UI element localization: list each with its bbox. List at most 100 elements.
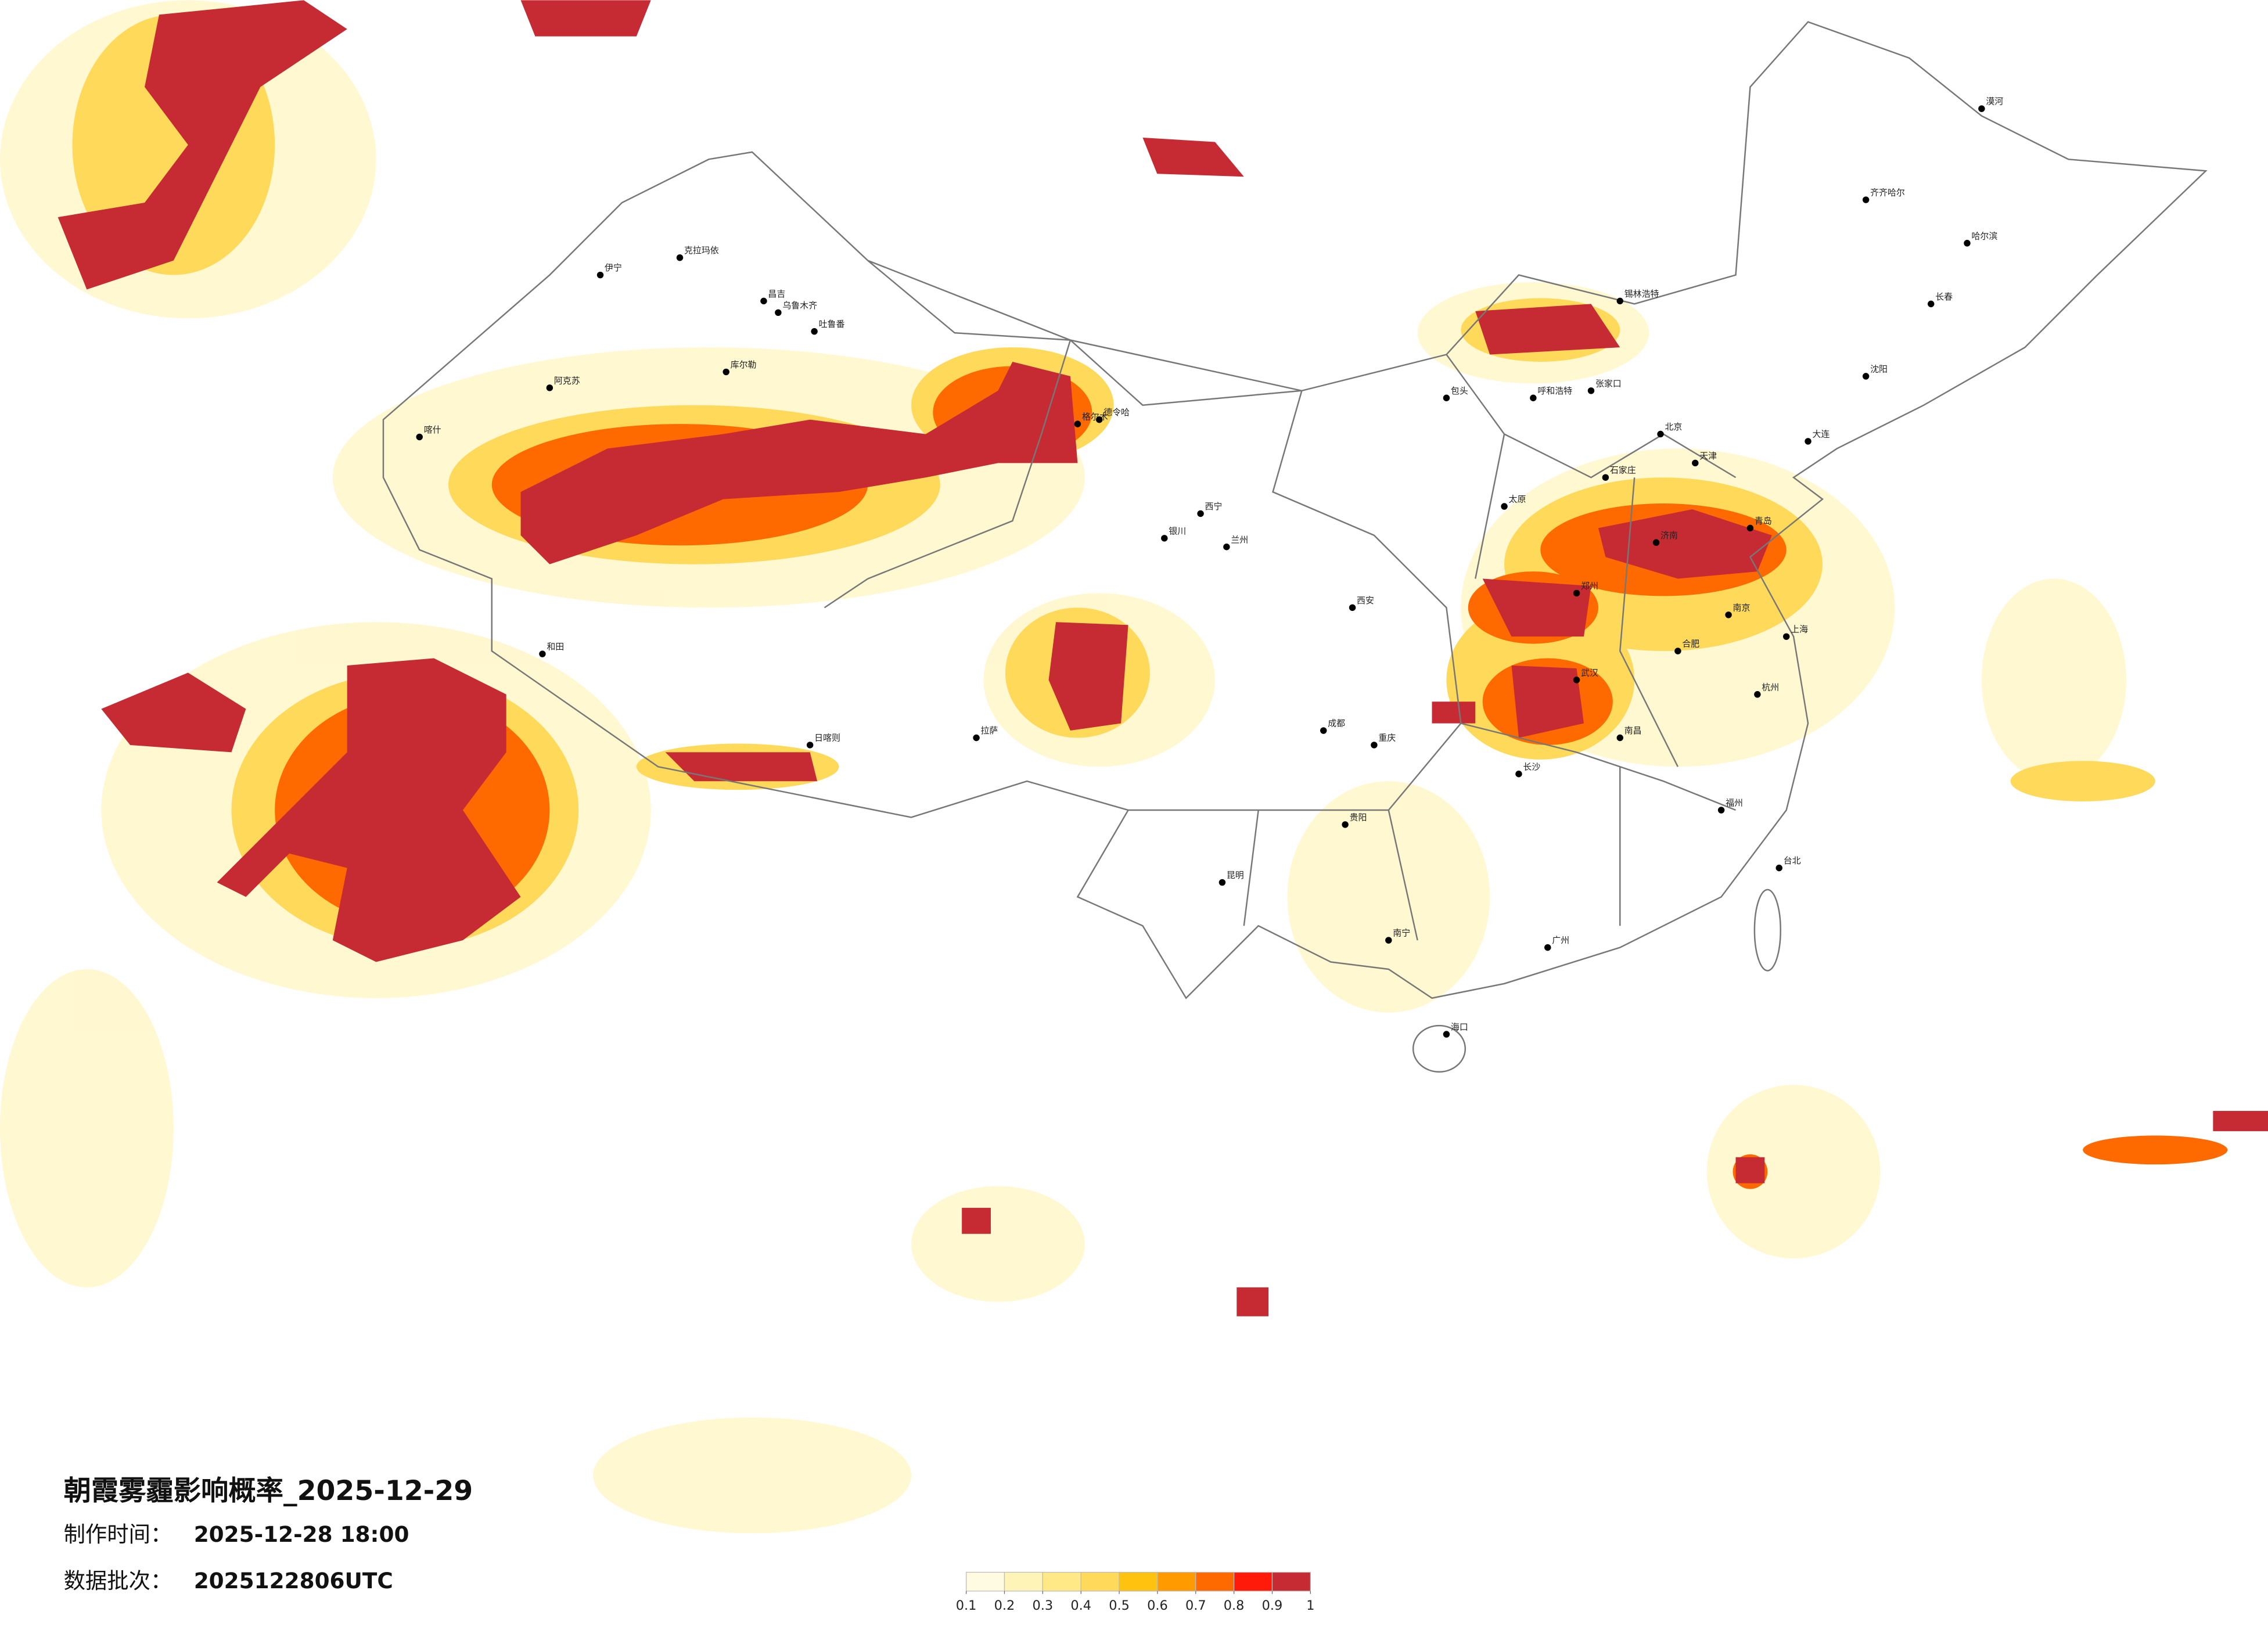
city-label: 南宁 <box>1393 928 1410 938</box>
legend-swatch <box>1080 1571 1120 1592</box>
city-label: 合肥 <box>1682 639 1699 649</box>
city-dot <box>806 742 814 749</box>
city-dot <box>1443 394 1450 401</box>
city-label: 包头 <box>1451 386 1468 396</box>
city-dot <box>1717 807 1725 814</box>
city-dot <box>1573 677 1580 684</box>
city-dot <box>596 271 604 279</box>
batch-label: 数据批次： <box>64 1568 172 1593</box>
city-label: 福州 <box>1726 798 1743 808</box>
city-label: 青岛 <box>1755 516 1772 526</box>
legend-tick-label: 0.6 <box>1147 1598 1168 1613</box>
city-label: 沈阳 <box>1870 364 1888 374</box>
city-dot <box>1371 742 1378 749</box>
city-dot <box>1197 510 1204 517</box>
city-dot <box>1692 459 1699 467</box>
city-dot <box>1544 944 1551 951</box>
city-label: 成都 <box>1328 718 1345 729</box>
city-dot <box>1501 503 1508 510</box>
city-dot <box>1074 420 1081 427</box>
city-dot <box>1223 544 1230 551</box>
city-label: 伊宁 <box>605 262 622 273</box>
city-label: 喀什 <box>424 425 441 435</box>
city-dot <box>1342 821 1349 828</box>
city-label: 南昌 <box>1624 725 1642 736</box>
legend-swatch <box>1233 1571 1273 1592</box>
city-dot <box>1349 604 1356 611</box>
city-label: 重庆 <box>1378 732 1396 743</box>
city-dot <box>1573 589 1580 597</box>
city-dot <box>1862 196 1870 203</box>
city-dot <box>1161 535 1168 542</box>
city-label: 阿克苏 <box>554 375 580 386</box>
city-dot <box>546 384 553 391</box>
city-dot <box>723 368 729 376</box>
legend-tick-label: 0.1 <box>956 1598 977 1613</box>
city-dot <box>1928 300 1935 308</box>
city-dot <box>1652 539 1660 546</box>
city-label: 西宁 <box>1205 501 1223 512</box>
city-label: 杭州 <box>1762 682 1779 692</box>
city-dot <box>1616 297 1624 305</box>
city-label: 长沙 <box>1523 761 1540 772</box>
city-dot <box>973 734 980 742</box>
city-label: 呼和浩特 <box>1537 386 1572 396</box>
city-label: 拉萨 <box>981 725 998 736</box>
city-dot <box>811 328 818 335</box>
legend-tick-label: 0.3 <box>1033 1598 1054 1613</box>
city-label: 天津 <box>1699 451 1717 461</box>
city-dot <box>1096 416 1103 423</box>
city-label: 日喀则 <box>814 732 840 743</box>
haze-field <box>0 0 2268 1534</box>
city-dot <box>1805 438 1811 445</box>
city-dot <box>1782 633 1790 640</box>
city-label: 长春 <box>1935 292 1953 302</box>
legend-tick-label: 0.7 <box>1185 1598 1206 1613</box>
legend-swatch <box>1119 1571 1158 1592</box>
batch: 2025122806UTC <box>194 1568 393 1593</box>
city-label: 兰州 <box>1231 534 1248 545</box>
legend-tick-label: 1 <box>1306 1598 1314 1613</box>
legend-tick-label: 0.5 <box>1109 1598 1130 1613</box>
legend-tick-label: 0.4 <box>1070 1598 1091 1613</box>
city-label: 漠河 <box>1986 96 2003 107</box>
city-label: 大连 <box>1813 429 1830 439</box>
city-dot <box>1385 937 1392 944</box>
city-dot <box>760 297 767 305</box>
city-dot <box>1443 1031 1450 1038</box>
legend-swatch <box>1042 1571 1081 1592</box>
legend: 0.1 0.2 0.3 0.4 0.5 0.6 0.7 0.8 0.9 1 <box>956 1571 1314 1613</box>
city-dot <box>539 650 546 657</box>
city-label: 德令哈 <box>1104 407 1130 418</box>
city-label: 南京 <box>1733 602 1751 613</box>
legend-tick-label: 0.2 <box>994 1598 1015 1613</box>
city-label: 海口 <box>1451 1022 1468 1033</box>
title: 朝霞雾霾影响概率_2025-12-29 <box>64 1475 473 1507</box>
city-dot <box>676 254 684 261</box>
city-label: 库尔勒 <box>731 359 757 370</box>
city-dot <box>1862 373 1870 380</box>
city-label: 武汉 <box>1581 667 1598 678</box>
city-dot <box>1978 105 1985 112</box>
city-dot <box>1602 474 1609 481</box>
city-label: 齐齐哈尔 <box>1870 188 1905 198</box>
city-label: 石家庄 <box>1610 465 1636 476</box>
city-label: 太原 <box>1509 494 1526 505</box>
city-label: 北京 <box>1665 422 1682 432</box>
city-dot <box>1674 647 1681 654</box>
city-dot <box>775 309 782 316</box>
city-label: 贵阳 <box>1350 812 1367 822</box>
legend-swatch <box>1271 1571 1311 1592</box>
legend-swatch <box>1195 1571 1235 1592</box>
city-label: 广州 <box>1552 935 1569 945</box>
city-label: 张家口 <box>1595 378 1622 388</box>
city-label: 吐鲁番 <box>819 319 845 329</box>
city-dot <box>1320 727 1327 734</box>
city-label: 台北 <box>1784 855 1801 866</box>
boundaries <box>382 21 2208 1073</box>
city-dot <box>1515 771 1522 778</box>
legend-swatch <box>1157 1571 1196 1592</box>
cities: 伊宁克拉玛依昌吉乌鲁木齐吐鲁番库尔勒阿克苏喀什和田格尔木德令哈西宁兰州银川呼和浩… <box>416 96 2003 1038</box>
city-dot <box>1616 734 1624 742</box>
